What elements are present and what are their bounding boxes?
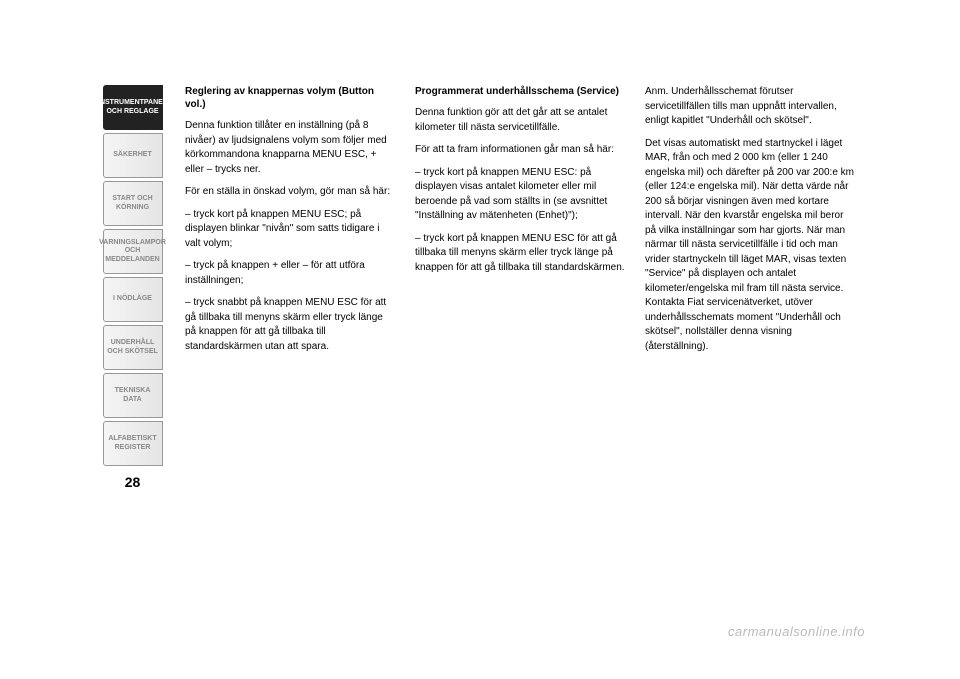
- sidebar-tabs: INSTRUMENTPANEL OCH REGLAGE SÄKERHET STA…: [95, 85, 170, 595]
- tab-instrumentpanel[interactable]: INSTRUMENTPANEL OCH REGLAGE: [103, 85, 163, 130]
- tab-varningslampor[interactable]: VARNINGSLAMPOR OCH MEDDELANDEN: [103, 229, 163, 274]
- paragraph: Anm. Underhållsschemat förutser servicet…: [645, 85, 855, 129]
- column-1: Reglering av knappernas volym (Button vo…: [185, 85, 395, 595]
- column-title: Reglering av knappernas volym (Button vo…: [185, 85, 395, 111]
- paragraph: – tryck snabbt på knappen MENU ESC för a…: [185, 296, 395, 354]
- tab-register[interactable]: ALFABETISKT REGISTER: [103, 421, 163, 466]
- tab-label: I NÖDLÄGE: [113, 295, 152, 303]
- tab-label: ALFABETISKT REGISTER: [106, 435, 160, 452]
- tab-label: INSTRUMENTPANEL OCH REGLAGE: [98, 99, 167, 116]
- paragraph: Det visas automatiskt med startnyckel i …: [645, 137, 855, 355]
- watermark: carmanualsonline.info: [728, 624, 865, 639]
- paragraph: För att ta fram informationen går man så…: [415, 143, 625, 158]
- paragraph: – tryck på knappen + eller – för att utf…: [185, 259, 395, 288]
- tab-label: VARNINGSLAMPOR OCH MEDDELANDEN: [99, 239, 166, 264]
- paragraph: – tryck kort på knappen MENU ESC; på dis…: [185, 208, 395, 252]
- paragraph: – tryck kort på knappen MENU ESC: på dis…: [415, 166, 625, 224]
- column-2: Programmerat underhållsschema (Service) …: [415, 85, 625, 595]
- tab-label: TEKNISKA DATA: [106, 387, 160, 404]
- paragraph: Denna funktion tillåter en inställning (…: [185, 119, 395, 177]
- tab-label: START OCH KÖRNING: [106, 195, 160, 212]
- manual-page: INSTRUMENTPANEL OCH REGLAGE SÄKERHET STA…: [95, 85, 855, 595]
- page-number: 28: [125, 474, 141, 490]
- column-3: Anm. Underhållsschemat förutser servicet…: [645, 85, 855, 595]
- tab-label: SÄKERHET: [113, 151, 152, 159]
- paragraph: Denna funktion gör att det går att se an…: [415, 106, 625, 135]
- tab-underhall[interactable]: UNDERHÅLL OCH SKÖTSEL: [103, 325, 163, 370]
- tab-label: UNDERHÅLL OCH SKÖTSEL: [106, 339, 160, 356]
- tab-start-korning[interactable]: START OCH KÖRNING: [103, 181, 163, 226]
- paragraph: – tryck kort på knappen MENU ESC för att…: [415, 232, 625, 276]
- column-title: Programmerat underhållsschema (Service): [415, 85, 625, 98]
- tab-tekniska[interactable]: TEKNISKA DATA: [103, 373, 163, 418]
- tab-nodlage[interactable]: I NÖDLÄGE: [103, 277, 163, 322]
- content-area: Reglering av knappernas volym (Button vo…: [170, 85, 855, 595]
- paragraph: För en ställa in önskad volym, gör man s…: [185, 185, 395, 200]
- tab-sakerhet[interactable]: SÄKERHET: [103, 133, 163, 178]
